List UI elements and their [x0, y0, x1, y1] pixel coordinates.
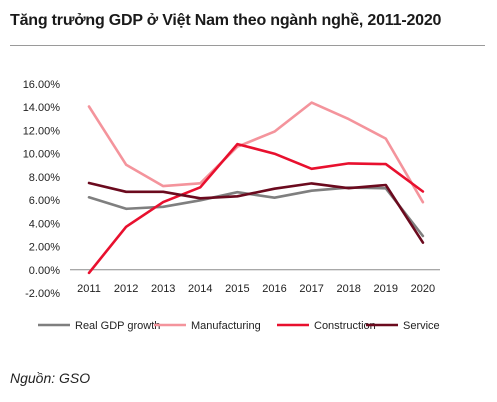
y-tick-label: 2.00%: [29, 242, 60, 254]
y-tick-label: 6.00%: [29, 195, 60, 207]
series-line: [87, 101, 425, 204]
y-tick-label: 4.00%: [29, 218, 60, 230]
series-line: [87, 181, 425, 244]
legend-label: Real GDP growth: [75, 320, 160, 332]
chart-axes: -2.00% 0.00% 2.00% 4.00% 6.00% 8.00% 10.00% 12.…: [23, 79, 440, 300]
x-tick-label: 2016: [262, 283, 286, 295]
series-line: [87, 142, 425, 275]
x-tick-label: 2019: [374, 283, 398, 295]
legend-label: Service: [403, 320, 440, 332]
y-tick-label: 0.00%: [29, 265, 60, 277]
x-tick-label: 2020: [411, 283, 435, 295]
x-tick-label: 2015: [225, 283, 249, 295]
title-divider: [10, 45, 485, 46]
x-tick-label: 2017: [299, 283, 323, 295]
legend-label: Manufacturing: [191, 320, 261, 332]
source-note: Nguồn: GSO: [10, 370, 91, 386]
y-tick-label: 10.00%: [23, 149, 61, 161]
x-tick-label: 2011: [77, 283, 101, 295]
chart-legend: Real GDP growth Manufacturing Construction…: [38, 320, 440, 332]
chart-title: Tăng trưởng GDP ở Việt Nam theo ngành ng…: [10, 12, 442, 29]
x-tick-label: 2013: [151, 283, 175, 295]
y-tick-label: 16.00%: [23, 79, 61, 91]
series-line: [87, 186, 425, 238]
x-tick-label: 2012: [114, 283, 138, 295]
series-layer: [87, 101, 425, 275]
x-tick-label: 2014: [188, 283, 212, 295]
x-tick-label: 2018: [336, 283, 360, 295]
y-tick-label: -2.00%: [25, 288, 60, 300]
y-tick-label: 14.00%: [23, 102, 61, 114]
y-tick-label: 12.00%: [23, 125, 61, 137]
y-tick-label: 8.00%: [29, 172, 60, 184]
legend-label: Construction: [314, 320, 376, 332]
